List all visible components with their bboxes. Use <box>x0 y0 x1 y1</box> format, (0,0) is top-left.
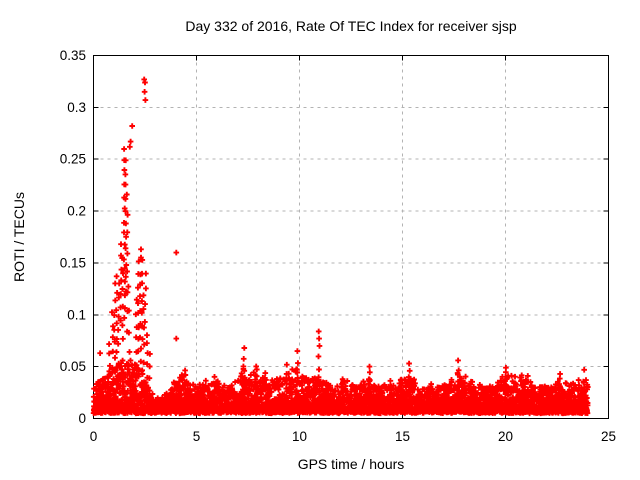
y-axis-label: ROTI / TECUs <box>11 192 27 282</box>
y-tick-label: 0.3 <box>67 100 86 115</box>
axis-tick-labels: 0 5 10 15 20 25 0 0.05 0.1 0.15 0.2 0.25 0.3 0.35 <box>60 48 616 444</box>
x-tick-label: 10 <box>292 429 307 444</box>
x-tick-label: 5 <box>193 429 201 444</box>
scatter-data-points <box>90 76 591 417</box>
plot-border <box>93 55 609 419</box>
chart-title: Day 332 of 2016, Rate Of TEC Index for r… <box>185 18 516 34</box>
grid-lines <box>93 55 609 419</box>
y-tick-label: 0.05 <box>60 359 86 374</box>
axis-ticks <box>93 55 609 419</box>
y-tick-label: 0.1 <box>67 307 86 322</box>
x-tick-label: 20 <box>498 429 513 444</box>
y-tick-label: 0.2 <box>67 204 86 219</box>
y-tick-label: 0 <box>78 411 86 426</box>
x-tick-label: 15 <box>395 429 410 444</box>
x-tick-label: 0 <box>90 429 98 444</box>
y-tick-label: 0.25 <box>60 152 86 167</box>
x-axis-label: GPS time / hours <box>298 456 405 472</box>
x-tick-label: 25 <box>601 429 616 444</box>
y-tick-label: 0.15 <box>60 255 86 270</box>
y-tick-label: 0.35 <box>60 48 86 63</box>
